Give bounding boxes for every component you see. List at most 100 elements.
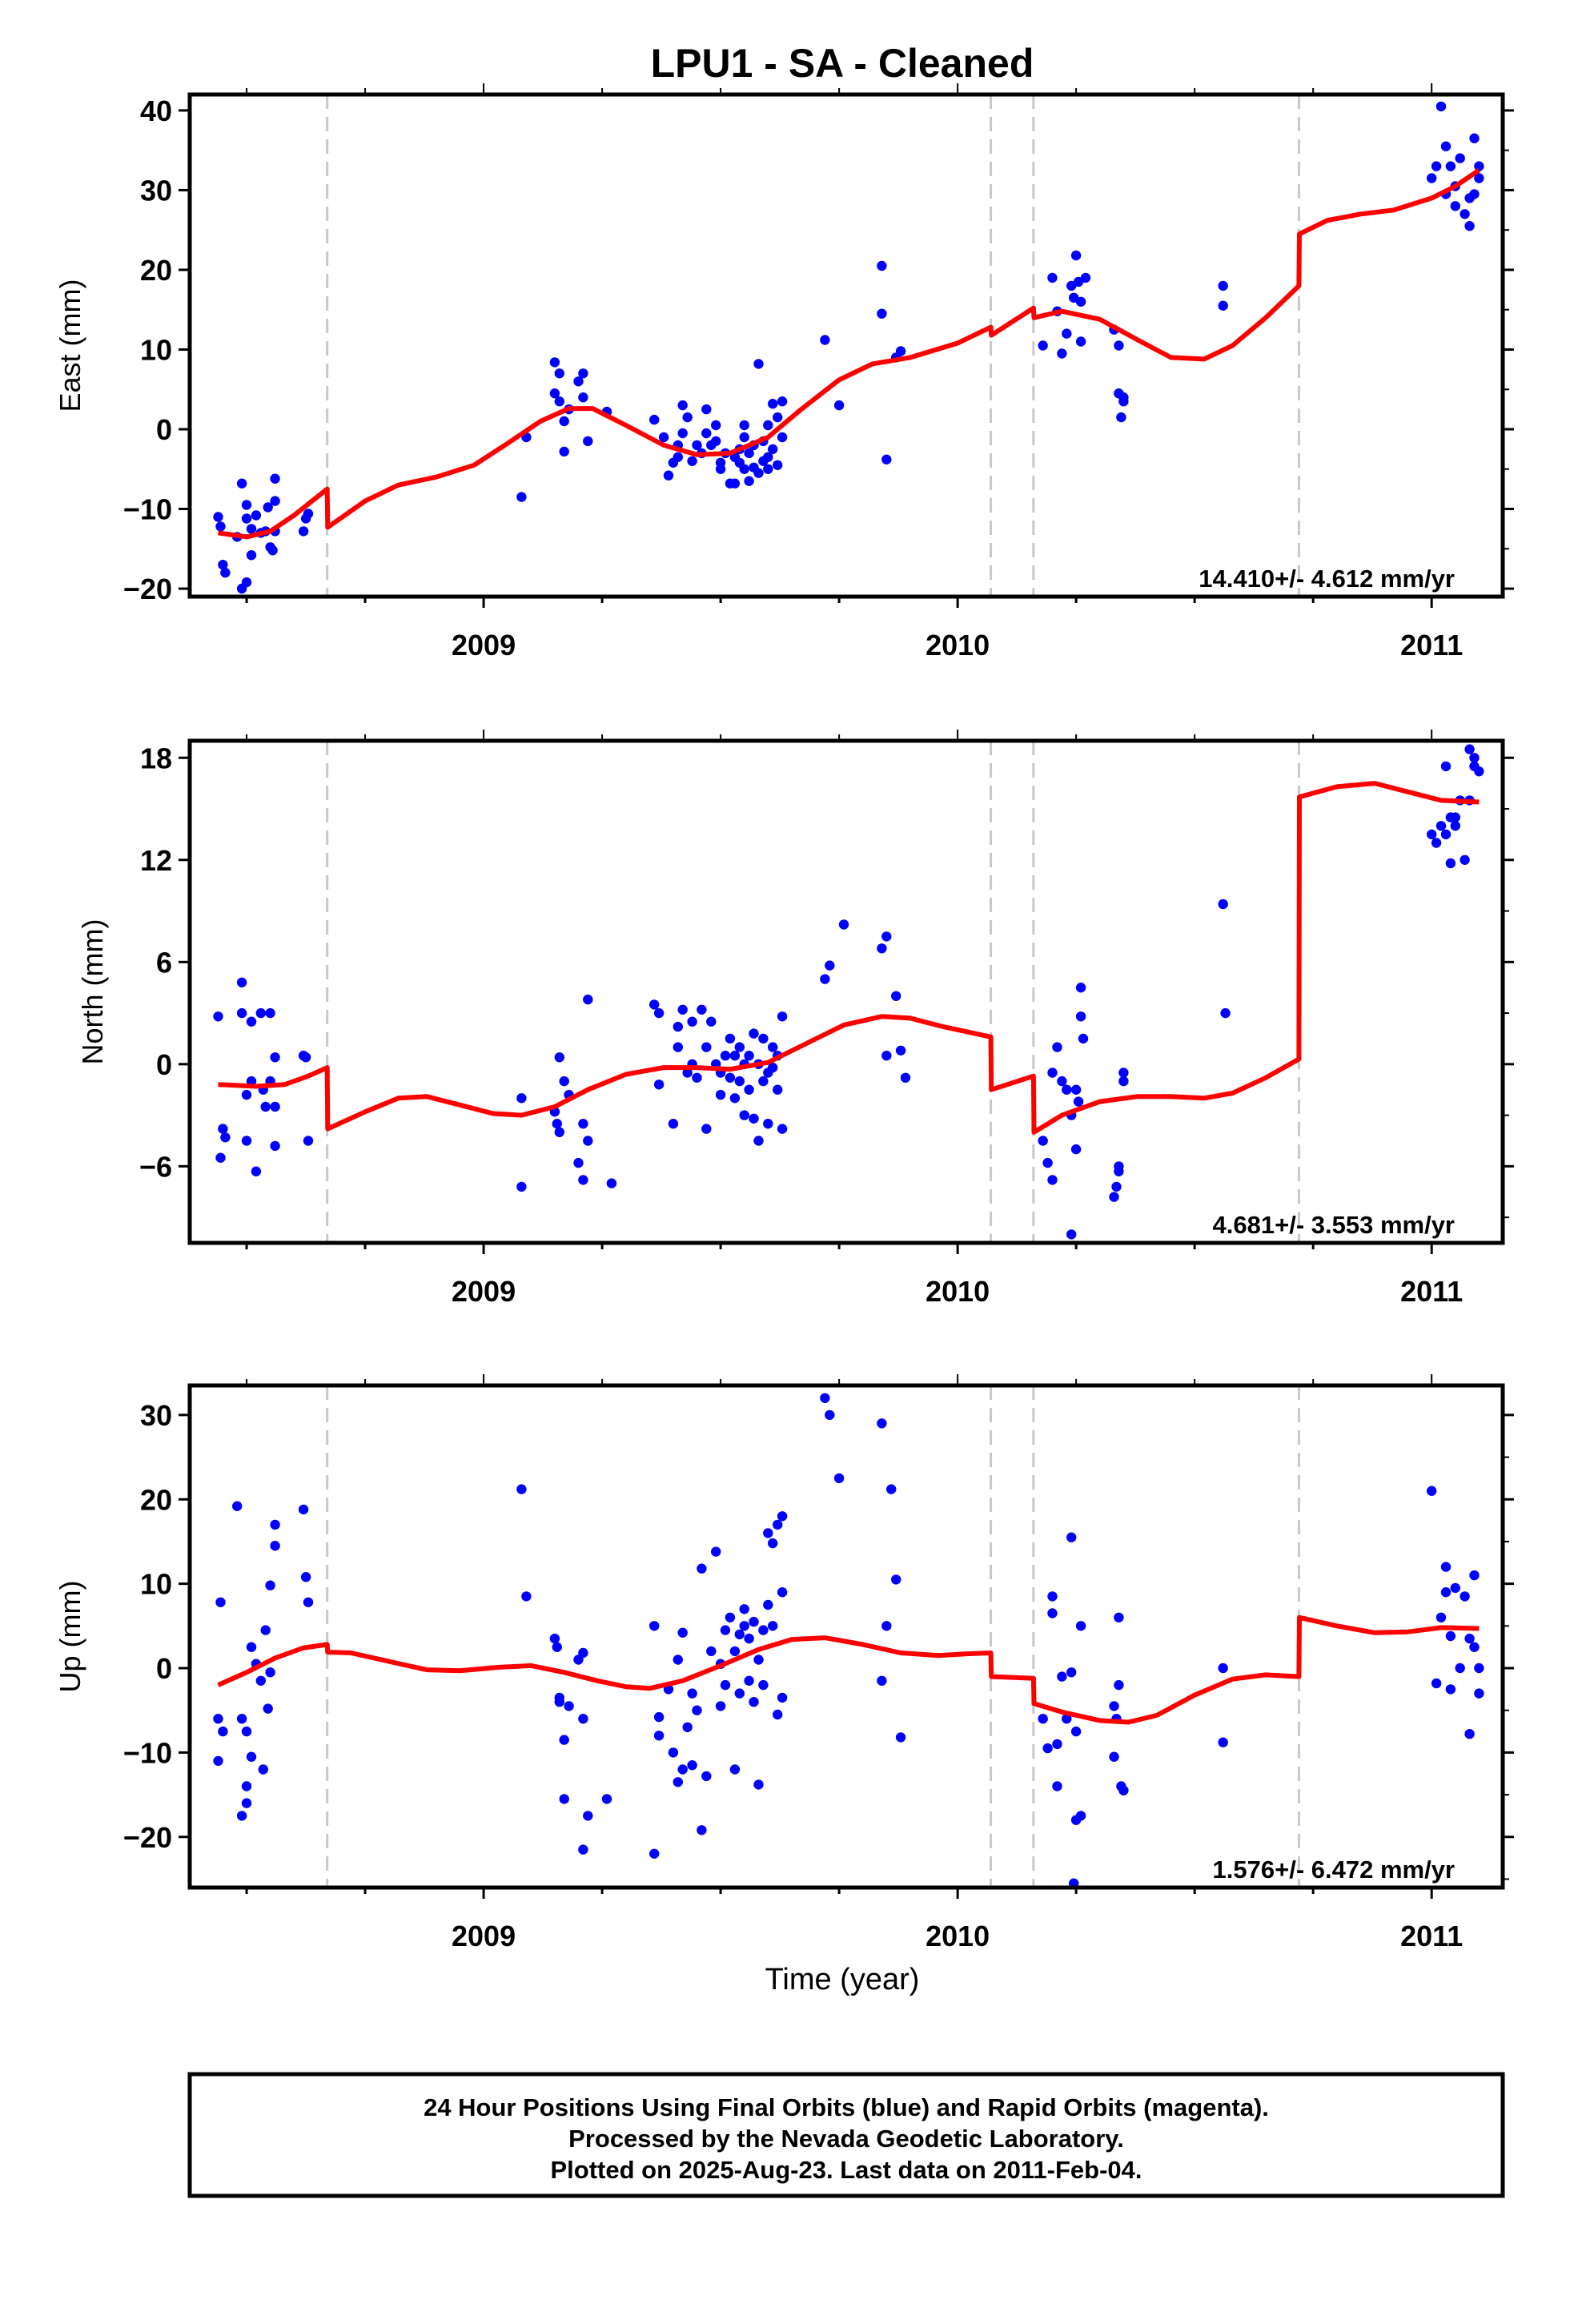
observation-points [213,1393,1484,1888]
data-point [1109,1751,1119,1762]
data-point [559,446,569,457]
data-point [1118,392,1129,403]
data-point [1062,328,1072,339]
data-point [303,1136,314,1146]
data-point [255,1007,266,1019]
data-point [1455,153,1465,163]
data-point [213,1011,223,1022]
data-point [739,1621,749,1631]
data-point [1057,348,1067,359]
data-point [763,464,773,474]
x-tick-label: 2010 [926,1275,990,1308]
data-point [697,1004,707,1015]
data-point [1440,1587,1452,1598]
data-point [886,1484,897,1494]
data-point [753,1655,764,1665]
data-point [578,1844,588,1855]
data-point [653,1080,665,1090]
data-point [663,470,674,480]
data-point [734,1042,745,1052]
data-point [1474,173,1484,183]
data-point [658,432,669,443]
data-point [1220,1007,1231,1019]
x-tick-label: 2010 [926,1920,990,1952]
data-point [1440,829,1452,840]
data-point [1052,1781,1062,1791]
data-point [838,919,849,930]
data-point [833,400,845,411]
y-tick-label: 40 [140,94,172,127]
data-point [578,1647,588,1659]
data-point [1218,280,1228,292]
data-point [573,1157,584,1168]
data-point [1057,1671,1067,1682]
footer-line-2: Processed by the Nevada Geodetic Laborat… [568,2125,1124,2153]
data-point [1075,336,1086,347]
data-point [300,1052,311,1063]
data-point [236,1811,247,1821]
y-tick-label: −10 [123,1736,172,1769]
data-point [777,1124,788,1134]
data-point [715,1089,726,1100]
data-point [1469,1570,1480,1581]
data-point [246,1016,257,1027]
data-point [763,452,773,462]
data-point [777,1011,788,1022]
data-point [1469,189,1480,199]
data-point [1427,1486,1437,1496]
data-point [739,420,749,431]
data-point [1052,1042,1062,1052]
data-point [687,1016,697,1027]
data-point [729,1093,741,1104]
data-point [833,1473,845,1484]
data-point [1427,829,1437,840]
observation-points [213,744,1484,1240]
data-point [263,502,273,513]
data-point [777,432,788,443]
data-point [300,1572,311,1582]
y-tick-label: −6 [139,1150,172,1183]
data-point [877,260,887,271]
data-point [265,1580,275,1590]
data-point [729,478,741,489]
data-point [1455,1663,1465,1674]
y-tick-label: 30 [140,174,172,207]
data-point [1042,1743,1053,1754]
data-point [744,448,754,459]
data-point [773,1709,783,1720]
data-point [1118,1068,1129,1078]
data-point [758,1625,769,1635]
data-point [220,1132,231,1143]
data-point [825,960,835,971]
data-point [1218,1737,1228,1747]
plot-frame [187,92,1505,599]
data-point [516,1093,527,1104]
data-point [1474,161,1484,171]
figure-title: LPU1 - SA - Cleaned [651,41,1034,86]
data-point [1445,858,1456,869]
data-point [711,436,721,447]
data-point [739,1604,749,1614]
data-point [768,1042,778,1052]
data-point [773,412,783,423]
data-point [729,1646,741,1657]
data-point [251,510,262,521]
plot-background [190,741,1503,1243]
data-point [554,1052,564,1063]
data-point [246,1751,257,1762]
data-point [744,476,754,486]
data-point [649,414,660,425]
data-point [677,1627,688,1638]
data-point [236,1007,247,1019]
data-point [220,567,231,578]
data-point [744,1084,754,1095]
data-point [213,512,223,522]
y-tick-label: 20 [140,254,172,287]
data-point [891,991,901,1002]
data-point [701,428,712,439]
data-point [1111,1181,1122,1192]
rate-label: 14.410+/- 4.612 mm/yr [1199,565,1455,593]
data-point [241,1089,252,1100]
data-point [549,388,560,399]
